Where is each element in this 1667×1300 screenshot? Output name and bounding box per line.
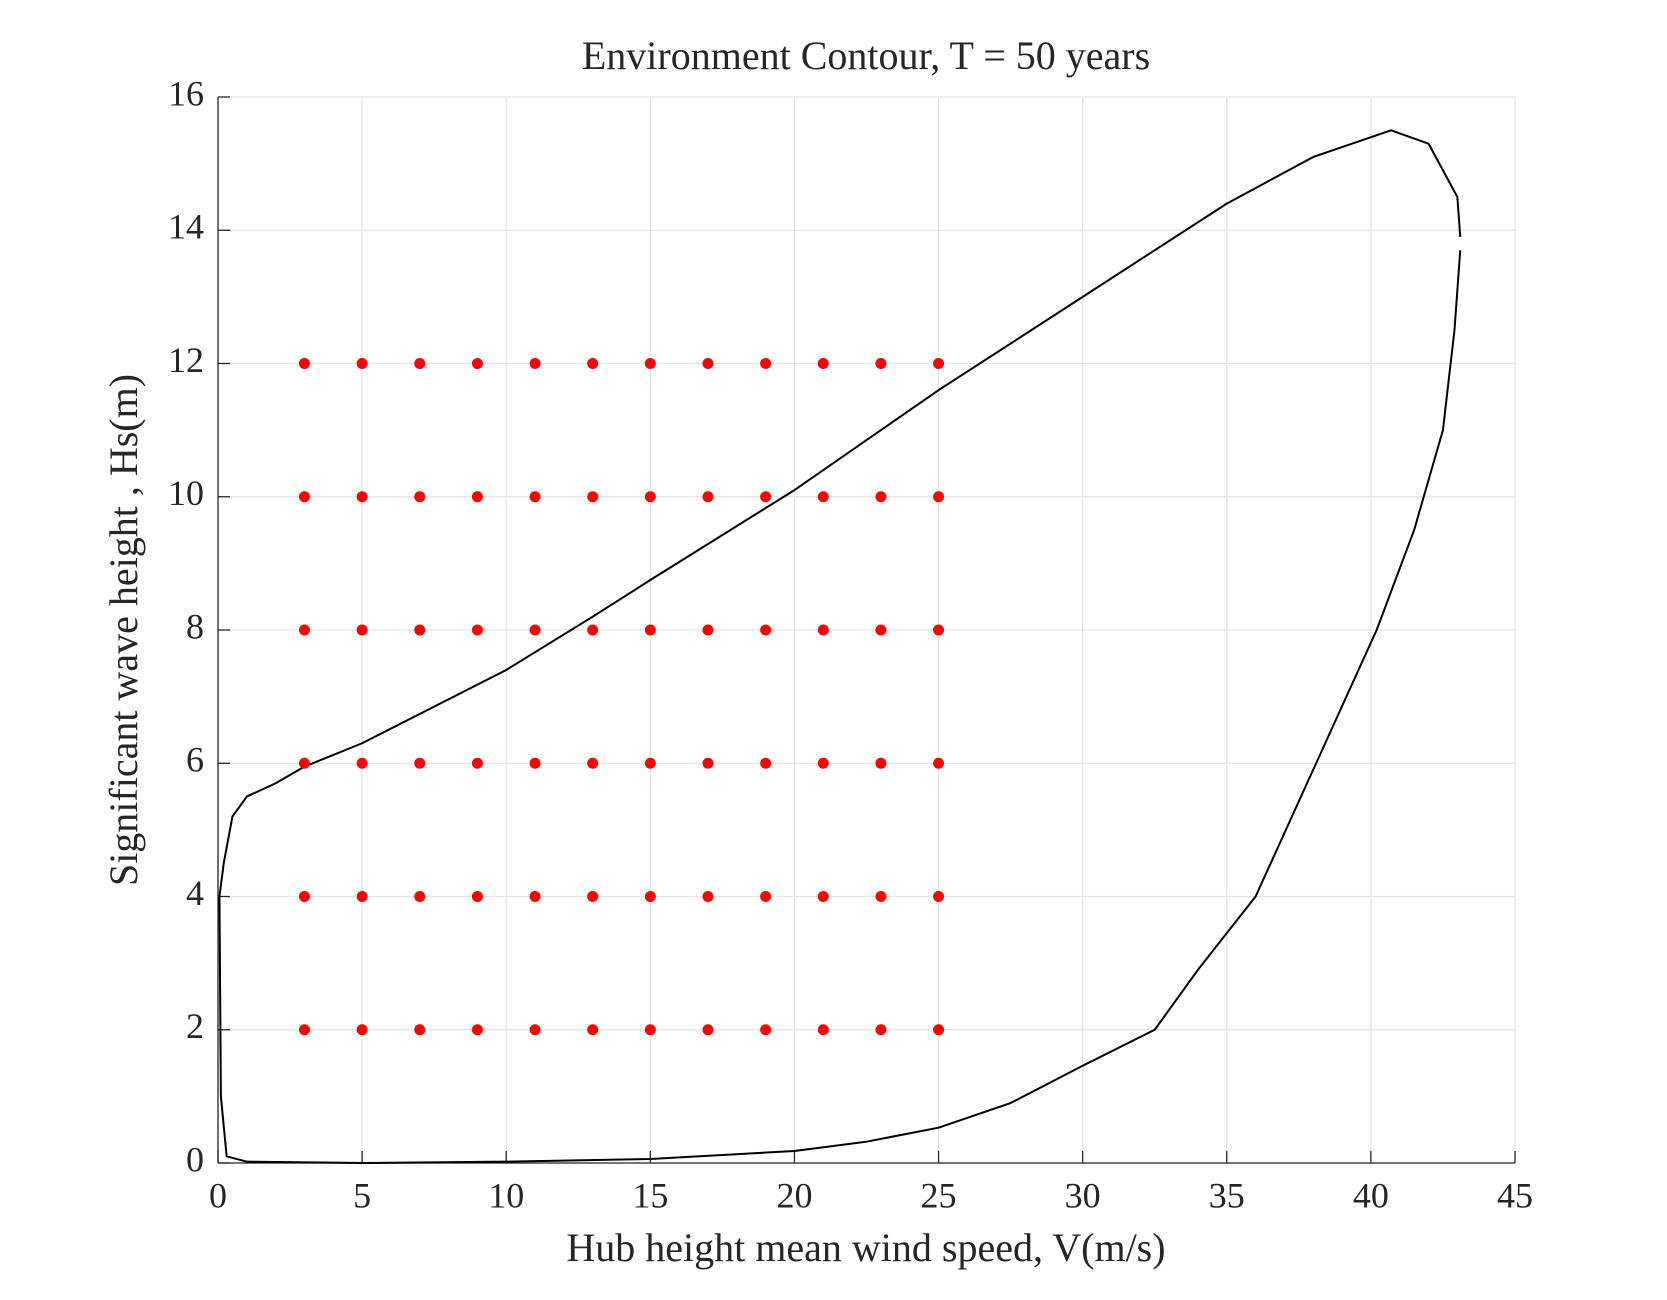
x-tick-label: 10 bbox=[488, 1175, 524, 1215]
x-tick-label: 30 bbox=[1065, 1175, 1101, 1215]
scatter-point bbox=[875, 358, 887, 369]
chart-title: Environment Contour, T = 50 years bbox=[582, 33, 1150, 78]
scatter-point bbox=[933, 491, 945, 503]
scatter-point bbox=[875, 1024, 887, 1036]
scatter-point bbox=[644, 624, 656, 636]
y-tick-label: 0 bbox=[186, 1139, 204, 1179]
y-axis-label: Significant wave height , Hs(m) bbox=[101, 374, 146, 886]
scatter-point bbox=[875, 624, 887, 636]
scatter-point bbox=[529, 757, 541, 769]
scatter-point bbox=[702, 624, 714, 636]
y-tick-label: 12 bbox=[168, 340, 204, 380]
scatter-point bbox=[644, 358, 656, 369]
scatter-point bbox=[760, 491, 772, 503]
y-tick-label: 16 bbox=[168, 73, 204, 113]
scatter-point bbox=[817, 1024, 829, 1036]
scatter-point bbox=[356, 624, 368, 636]
y-tick-label: 14 bbox=[168, 207, 204, 247]
scatter-point bbox=[587, 1024, 599, 1036]
scatter-point bbox=[817, 891, 829, 902]
scatter-point bbox=[587, 624, 599, 636]
scatter-point bbox=[587, 757, 599, 769]
scatter-point bbox=[702, 1024, 714, 1036]
scatter-point bbox=[471, 624, 483, 636]
scatter-point bbox=[933, 757, 945, 769]
scatter-point bbox=[933, 624, 945, 636]
scatter-point bbox=[298, 491, 310, 503]
scatter-point bbox=[356, 757, 368, 769]
scatter-point bbox=[817, 624, 829, 636]
scatter-point bbox=[760, 1024, 772, 1036]
x-axis-label: Hub height mean wind speed, V(m/s) bbox=[566, 1225, 1165, 1270]
scatter-point bbox=[414, 358, 426, 369]
scatter-point bbox=[817, 358, 829, 369]
x-tick-label: 25 bbox=[921, 1175, 957, 1215]
scatter-point bbox=[702, 491, 714, 503]
x-tick-label: 15 bbox=[632, 1175, 668, 1215]
scatter-point bbox=[875, 491, 887, 503]
scatter-point bbox=[298, 757, 310, 769]
scatter-point bbox=[760, 891, 772, 902]
scatter-point bbox=[471, 757, 483, 769]
scatter-point bbox=[414, 1024, 426, 1036]
scatter-point bbox=[356, 1024, 368, 1036]
scatter-point bbox=[875, 757, 887, 769]
scatter-point bbox=[702, 757, 714, 769]
scatter-point bbox=[471, 1024, 483, 1036]
scatter-point bbox=[414, 624, 426, 636]
x-tick-label: 5 bbox=[353, 1175, 371, 1215]
scatter-point bbox=[471, 891, 483, 902]
scatter-point bbox=[356, 358, 368, 369]
y-tick-label: 2 bbox=[186, 1006, 204, 1046]
scatter-point bbox=[933, 891, 945, 902]
scatter-point bbox=[933, 1024, 945, 1036]
scatter-point bbox=[933, 358, 945, 369]
scatter-point bbox=[529, 358, 541, 369]
scatter-point bbox=[529, 624, 541, 636]
scatter-point bbox=[644, 1024, 656, 1036]
scatter-point bbox=[760, 358, 772, 369]
scatter-point bbox=[356, 491, 368, 503]
scatter-point bbox=[414, 891, 426, 902]
scatter-point bbox=[471, 491, 483, 503]
y-tick-label: 8 bbox=[186, 606, 204, 646]
scatter-point bbox=[817, 491, 829, 503]
scatter-point bbox=[587, 891, 599, 902]
scatter-point bbox=[644, 491, 656, 503]
x-tick-label: 35 bbox=[1209, 1175, 1245, 1215]
scatter-point bbox=[702, 891, 714, 902]
scatter-point bbox=[875, 891, 887, 902]
scatter-point bbox=[356, 891, 368, 902]
x-tick-label: 20 bbox=[776, 1175, 812, 1215]
scatter-point bbox=[760, 757, 772, 769]
x-tick-label: 0 bbox=[209, 1175, 227, 1215]
scatter-point bbox=[644, 891, 656, 902]
scatter-point bbox=[471, 358, 483, 369]
scatter-point bbox=[298, 891, 310, 902]
scatter-point bbox=[817, 757, 829, 769]
y-tick-label: 10 bbox=[168, 473, 204, 513]
scatter-point bbox=[760, 624, 772, 636]
scatter-point bbox=[298, 624, 310, 636]
scatter-point bbox=[529, 1024, 541, 1036]
scatter-point bbox=[702, 358, 714, 369]
scatter-point bbox=[298, 358, 310, 369]
scatter-point bbox=[529, 891, 541, 902]
x-tick-label: 40 bbox=[1353, 1175, 1389, 1215]
scatter-point bbox=[587, 491, 599, 503]
scatter-point bbox=[587, 358, 599, 369]
y-tick-label: 6 bbox=[186, 740, 204, 780]
x-tick-label: 45 bbox=[1497, 1175, 1533, 1215]
contour-line bbox=[218, 129, 1462, 1164]
scatter-point bbox=[298, 1024, 310, 1036]
y-tick-label: 4 bbox=[186, 873, 204, 913]
scatter-point bbox=[414, 757, 426, 769]
scatter-point bbox=[529, 491, 541, 503]
scatter-point bbox=[414, 491, 426, 503]
scatter-point bbox=[644, 757, 656, 769]
